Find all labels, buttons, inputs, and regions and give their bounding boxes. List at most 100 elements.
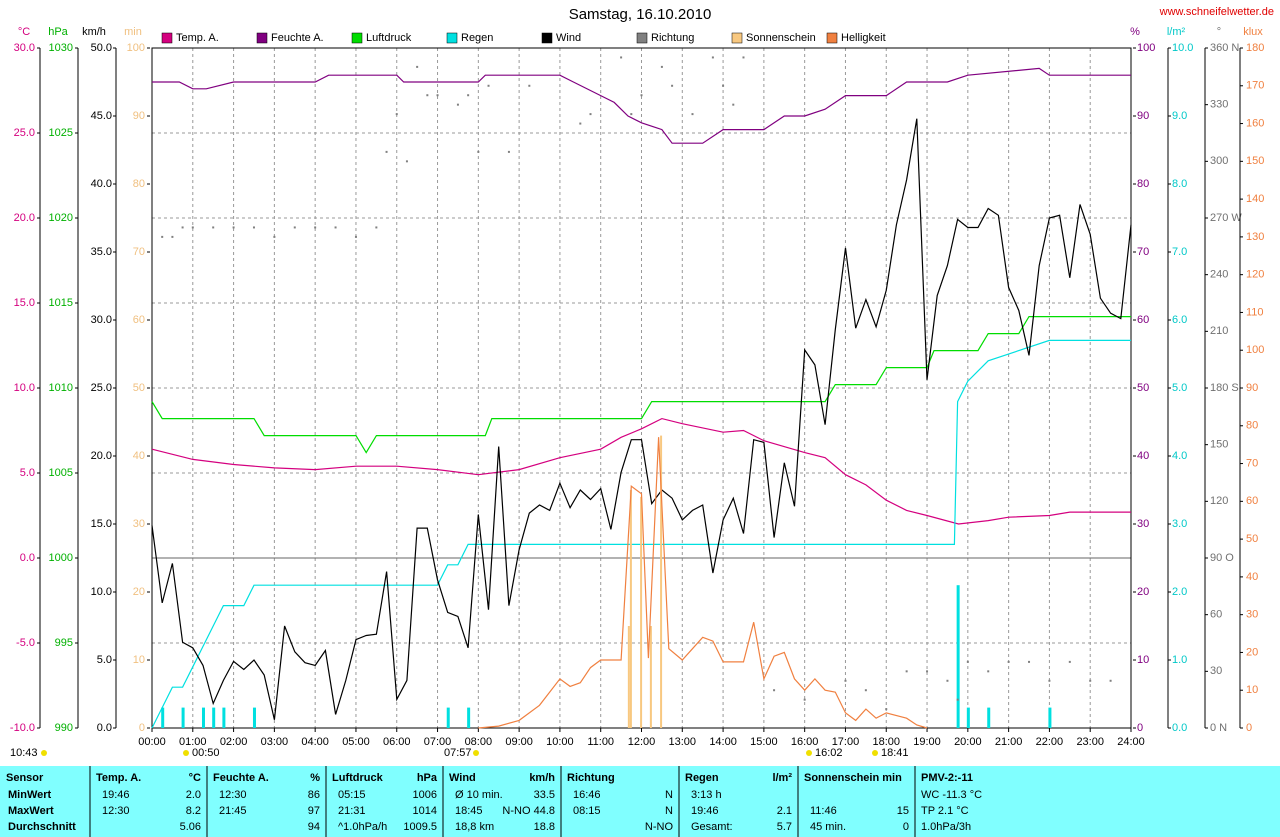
- x-tick-label: 07:00: [424, 736, 452, 748]
- legend-swatch: [636, 32, 648, 44]
- axis-label: hPa: [48, 26, 68, 38]
- rain-bar: [1048, 707, 1052, 728]
- y-tick-label: 30: [1137, 518, 1149, 530]
- y-tick-label: 8.0: [1172, 178, 1187, 190]
- y-tick-label: 70: [1137, 246, 1149, 258]
- legend-label: Temp. A.: [176, 32, 219, 44]
- axis-label: °: [1217, 26, 1221, 38]
- direction-dot: [477, 150, 480, 153]
- direction-dot: [711, 56, 714, 59]
- y-tick-label: -5.0: [16, 637, 35, 649]
- y-tick-label: 7.0: [1172, 246, 1187, 258]
- series-line: [152, 67, 1131, 144]
- table-cell: 12:30: [102, 805, 130, 817]
- direction-dot: [293, 226, 296, 229]
- table-unit: l/m²: [772, 772, 792, 784]
- x-tick-label: 12:00: [628, 736, 656, 748]
- table-cell: 05:15: [338, 789, 366, 801]
- direction-dot: [640, 94, 643, 97]
- y-tick-label: 1025: [49, 127, 73, 139]
- y-tick-label: 1030: [49, 42, 73, 54]
- table-cell: 18,8 km: [455, 821, 494, 833]
- y-tick-label: 50: [1137, 382, 1149, 394]
- table-cell: 19:46: [691, 805, 719, 817]
- annotation-icon: [183, 750, 189, 756]
- y-tick-label: 5.0: [1172, 382, 1187, 394]
- direction-dot: [252, 226, 255, 229]
- x-tick-label: 11:00: [587, 736, 614, 748]
- legend-label: Regen: [461, 32, 493, 44]
- table-cell: 45 min.: [810, 821, 846, 833]
- y-tick-label: 60: [1210, 609, 1222, 621]
- table-row-label: MaxWert: [8, 805, 54, 817]
- table-header: Sensor: [6, 772, 44, 784]
- direction-dot: [191, 226, 194, 229]
- table-row-label: MinWert: [8, 789, 52, 801]
- table-unit: km/h: [529, 772, 555, 784]
- table-cell: 1014: [413, 805, 437, 817]
- y-tick-label: 15.0: [14, 297, 35, 309]
- y-tick-label: 20: [1137, 586, 1149, 598]
- table-cell: 0: [903, 821, 909, 833]
- axis-label: %: [1130, 26, 1140, 38]
- axis-label: klux: [1243, 26, 1263, 38]
- y-tick-label: 40.0: [91, 178, 112, 190]
- direction-dot: [864, 689, 867, 692]
- sunshine-bar: [629, 490, 632, 728]
- y-tick-label: 40: [133, 450, 145, 462]
- rain-bar: [222, 707, 226, 728]
- x-tick-label: 19:00: [913, 736, 941, 748]
- series-line: [151, 417, 1131, 525]
- x-tick-label: 21:00: [995, 736, 1023, 748]
- y-tick-label: 300: [1210, 155, 1228, 167]
- direction-dot: [507, 150, 510, 153]
- legend-label: Richtung: [651, 32, 694, 44]
- table-cell: 21:31: [338, 805, 366, 817]
- x-tick-label: 24:00: [1117, 736, 1145, 748]
- y-tick-label: 35.0: [91, 246, 112, 258]
- rain-bar: [181, 707, 185, 728]
- y-tick-label: 30: [1210, 665, 1222, 677]
- table-header: Wind: [449, 772, 476, 784]
- y-tick-label: 6.0: [1172, 314, 1187, 326]
- y-tick-label: 90: [133, 110, 145, 122]
- table-unit: hPa: [417, 772, 438, 784]
- x-tick-label: 14:00: [709, 736, 737, 748]
- table-cell: 15: [897, 805, 909, 817]
- direction-dot: [660, 65, 663, 68]
- chart-title: Samstag, 16.10.2010: [569, 6, 712, 23]
- y-tick-label: 20.0: [14, 212, 35, 224]
- y-tick-label: 5.0: [97, 654, 112, 666]
- annotation: 16:02: [815, 747, 843, 759]
- direction-dot: [691, 113, 694, 116]
- direction-dot: [181, 226, 184, 229]
- direction-dot: [1089, 679, 1092, 682]
- table-cell: 1006: [413, 789, 437, 801]
- table-cell: 5.06: [180, 821, 201, 833]
- legend-label: Helligkeit: [841, 32, 886, 44]
- y-tick-label: 0.0: [1172, 722, 1187, 734]
- direction-dot: [1068, 660, 1071, 663]
- table-cell: 18.8: [534, 821, 555, 833]
- y-tick-label: 10: [133, 654, 145, 666]
- y-tick-label: 150: [1246, 155, 1264, 167]
- table-cell: Gesamt:: [691, 821, 733, 833]
- table-cell: 8.2: [186, 805, 201, 817]
- x-tick-label: 23:00: [1076, 736, 1104, 748]
- table-unit: %: [310, 772, 320, 784]
- table-cell: N: [665, 805, 673, 817]
- table-cell: 11:46: [810, 805, 837, 817]
- table-cell: 86: [308, 789, 320, 801]
- legend-label: Wind: [556, 32, 581, 44]
- y-tick-label: 30: [133, 518, 145, 530]
- y-tick-label: 0.0: [97, 722, 112, 734]
- direction-dot: [803, 698, 806, 701]
- y-tick-label: 150: [1210, 439, 1228, 451]
- y-tick-label: 20.0: [91, 450, 112, 462]
- sunshine-bar: [660, 435, 663, 728]
- y-tick-label: 100: [1246, 344, 1264, 356]
- direction-dot: [1130, 689, 1132, 692]
- rain-bar: [252, 707, 256, 728]
- y-tick-label: 130: [1246, 231, 1264, 243]
- table-cell: 2.0: [186, 789, 201, 801]
